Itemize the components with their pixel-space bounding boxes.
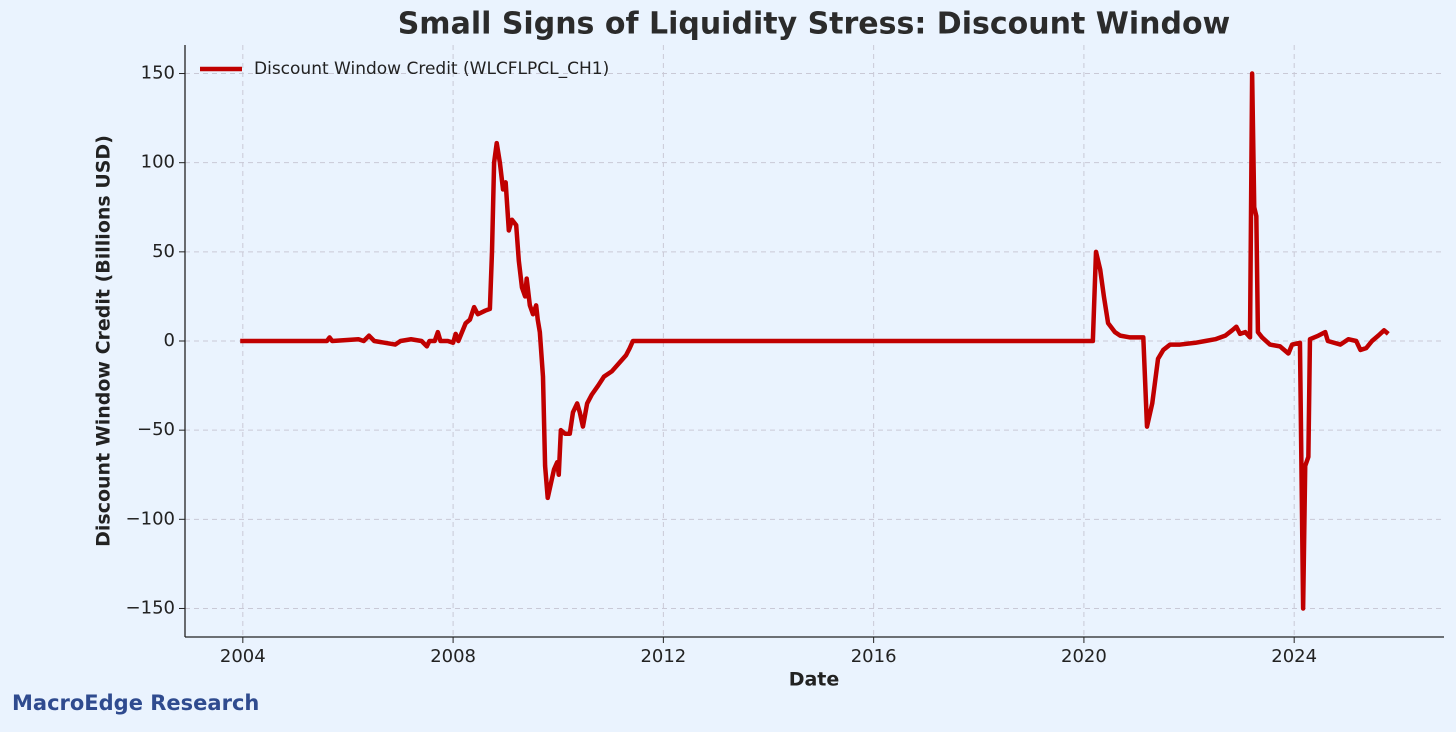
watermark: MacroEdge Research: [12, 691, 259, 715]
y-tick-label: 150: [141, 63, 175, 84]
y-tick-label: 50: [152, 241, 175, 262]
y-tick-label: −50: [137, 419, 175, 440]
x-tick-label: 2024: [1271, 646, 1317, 667]
x-tick-label: 2004: [220, 646, 266, 667]
chart-title: Small Signs of Liquidity Stress: Discoun…: [398, 7, 1231, 42]
y-tick-label: −100: [126, 508, 175, 529]
data-line: [240, 71, 1390, 611]
y-tick-label: 0: [164, 330, 175, 351]
y-axis-label: Discount Window Credit (Billions USD): [93, 135, 115, 547]
x-tick-label: 2020: [1061, 646, 1107, 667]
x-tick-label: 2008: [430, 646, 476, 667]
y-tick-label: −150: [126, 597, 175, 618]
x-tick-label: 2012: [640, 646, 686, 667]
legend-label: Discount Window Credit (WLCFLPCL_CH1): [254, 59, 609, 79]
x-tick-label: 2016: [851, 646, 897, 667]
y-tick-label: 100: [141, 152, 175, 173]
x-axis-label: Date: [789, 669, 840, 691]
